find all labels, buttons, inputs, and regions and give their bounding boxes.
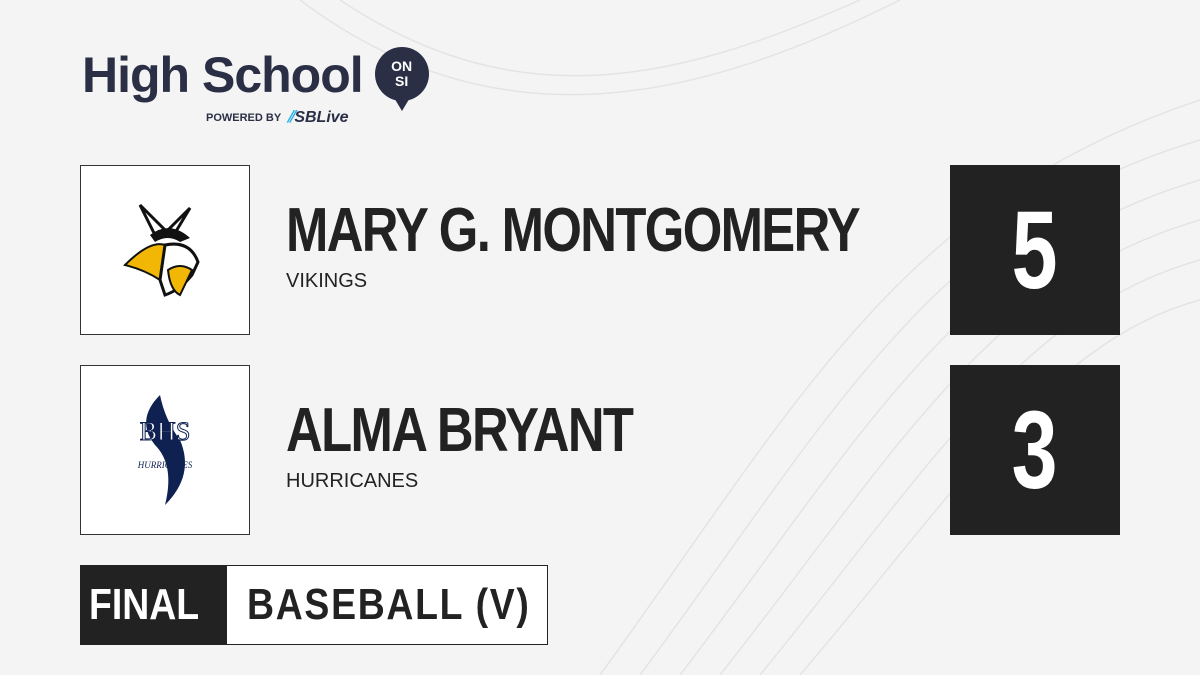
team-logo-vikings bbox=[80, 165, 250, 335]
badge-top: ON bbox=[391, 58, 413, 74]
game-status: FINAL bbox=[81, 566, 227, 644]
game-info-bar: FINAL BASEBALL (V) bbox=[80, 565, 548, 645]
badge-bottom: SI bbox=[395, 73, 409, 89]
team-logo-hurricanes: BHS HURRICANES bbox=[80, 365, 250, 535]
on-si-pin-icon: ON SI bbox=[374, 47, 429, 113]
sport-label: BASEBALL (V) bbox=[247, 580, 531, 629]
logo-subtext: HURRICANES bbox=[137, 460, 193, 470]
brand-logo[interactable]: High School ON SI bbox=[82, 45, 429, 113]
team-mascot: VIKINGS bbox=[286, 270, 368, 292]
team-score: 5 bbox=[950, 165, 1120, 335]
hurricane-logo-icon: BHS HURRICANES bbox=[137, 395, 193, 505]
viking-head-icon bbox=[123, 203, 200, 297]
powered-by-label: POWERED BY bbox=[206, 112, 282, 124]
away-team: ALMA BRYANT HURRICANES bbox=[286, 395, 708, 493]
brand-title: High School bbox=[82, 47, 364, 103]
powered-by: POWERED BY ⫽SBLive bbox=[206, 110, 349, 126]
home-team: MARY G. MONTGOMERY VIKINGS bbox=[286, 195, 985, 293]
sblive-logo: ⫽SBLive bbox=[287, 109, 349, 126]
team-name: ALMA BRYANT bbox=[286, 396, 634, 465]
team-mascot: HURRICANES bbox=[286, 470, 419, 492]
team-name: MARY G. MONTGOMERY bbox=[286, 196, 861, 265]
team-score: 3 bbox=[950, 365, 1120, 535]
logo-text: BHS bbox=[140, 417, 191, 446]
